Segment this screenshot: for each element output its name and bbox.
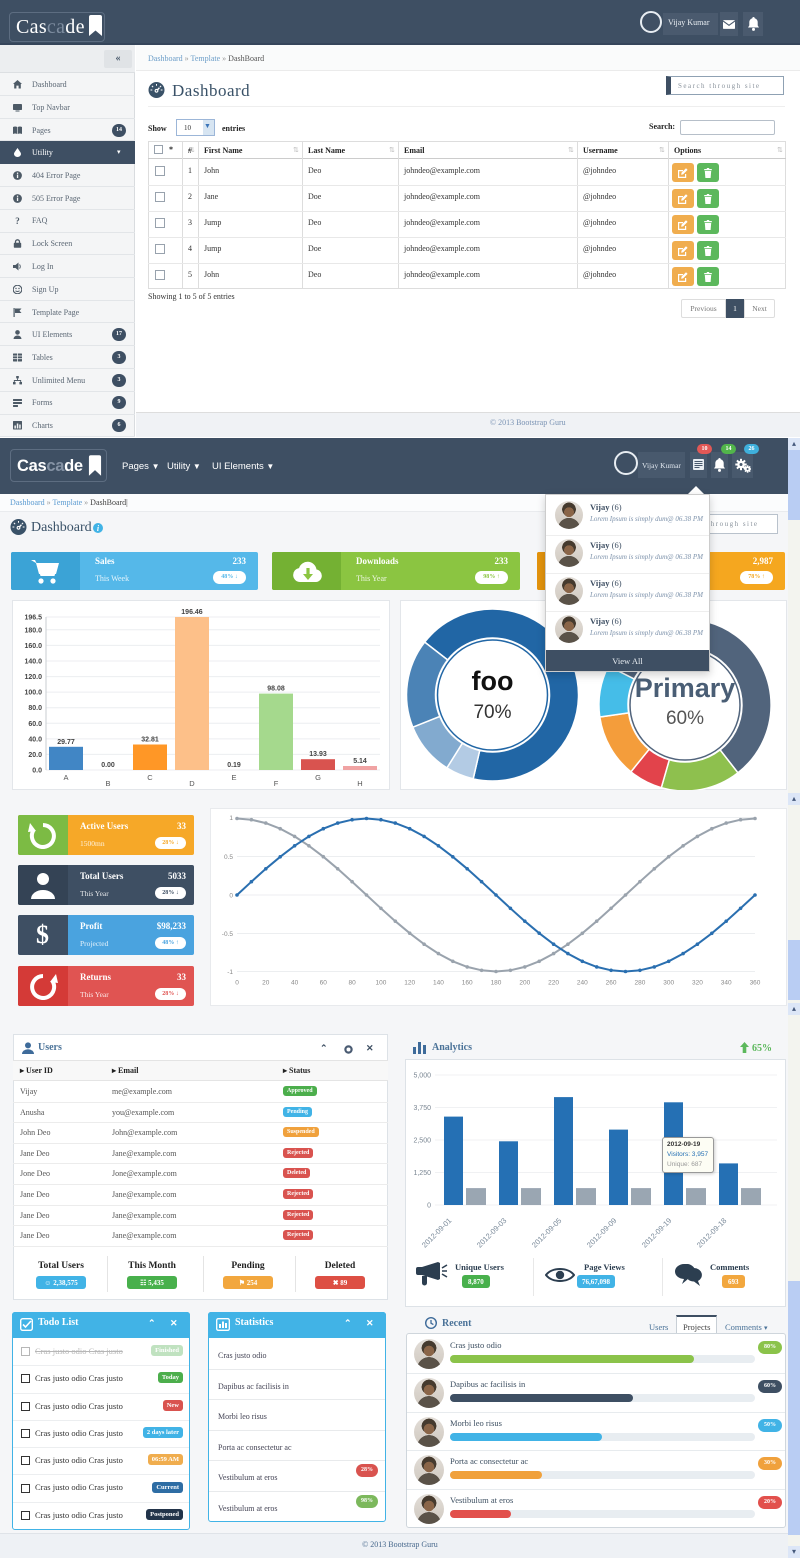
svg-text:D: D	[189, 779, 195, 788]
svg-text:240: 240	[577, 980, 588, 987]
svg-text:340: 340	[721, 980, 732, 987]
svg-text:220: 220	[548, 980, 559, 987]
svg-text:20: 20	[262, 980, 270, 987]
svg-text:196.5: 196.5	[24, 615, 42, 622]
svg-text:160.0: 160.0	[24, 643, 42, 650]
svg-text:40.0: 40.0	[28, 736, 42, 743]
svg-text:2,500: 2,500	[413, 1138, 431, 1145]
svg-text:100.0: 100.0	[24, 690, 42, 697]
svg-text:3,750: 3,750	[413, 1105, 431, 1112]
svg-text:B: B	[105, 779, 110, 788]
svg-text:2012-09-03: 2012-09-03	[475, 1216, 508, 1249]
svg-text:2012-09-09: 2012-09-09	[585, 1216, 618, 1249]
svg-text:-1: -1	[227, 969, 233, 976]
svg-text:2012-09-01: 2012-09-01	[420, 1216, 453, 1249]
svg-text:foo: foo	[472, 666, 514, 696]
svg-text:29.77: 29.77	[57, 739, 75, 746]
svg-text:140: 140	[433, 980, 444, 987]
svg-text:H: H	[357, 779, 362, 788]
svg-text:180.0: 180.0	[24, 627, 42, 634]
svg-text:A: A	[63, 773, 68, 782]
svg-text:70%: 70%	[473, 702, 511, 723]
svg-text:2012-09-05: 2012-09-05	[530, 1216, 563, 1249]
svg-text:0: 0	[229, 893, 233, 900]
svg-text:98.08: 98.08	[267, 686, 285, 693]
svg-text:60: 60	[320, 980, 328, 987]
svg-text:180: 180	[491, 980, 502, 987]
svg-text:120: 120	[404, 980, 415, 987]
svg-text:2012-09-19: 2012-09-19	[640, 1216, 673, 1249]
svg-text:1,250: 1,250	[413, 1170, 431, 1177]
svg-text:2012-09-18: 2012-09-18	[695, 1216, 728, 1249]
svg-text:Primary: Primary	[635, 673, 736, 703]
svg-text:160: 160	[462, 980, 473, 987]
svg-text:-0.5: -0.5	[222, 931, 234, 938]
svg-text:280: 280	[634, 980, 645, 987]
svg-text:20.0: 20.0	[28, 752, 42, 759]
svg-text:320: 320	[692, 980, 703, 987]
svg-text:40: 40	[291, 980, 299, 987]
svg-text:60.0: 60.0	[28, 721, 42, 728]
svg-text:120.0: 120.0	[24, 674, 42, 681]
svg-text:0: 0	[427, 1203, 431, 1210]
svg-text:0.0: 0.0	[32, 768, 42, 775]
svg-text:200: 200	[519, 980, 530, 987]
svg-text:G: G	[315, 773, 321, 782]
svg-text:0.19: 0.19	[227, 762, 241, 769]
svg-text:5.14: 5.14	[353, 758, 367, 765]
svg-text:60%: 60%	[666, 708, 704, 729]
svg-text:100: 100	[375, 980, 386, 987]
svg-text:1: 1	[229, 815, 233, 822]
svg-text:80.0: 80.0	[28, 705, 42, 712]
svg-text:196.46: 196.46	[181, 609, 203, 616]
svg-text:0.5: 0.5	[224, 854, 233, 861]
svg-text:F: F	[274, 779, 279, 788]
svg-text:140.0: 140.0	[24, 659, 42, 666]
svg-text:5,000: 5,000	[413, 1073, 431, 1080]
svg-text:0: 0	[235, 980, 239, 987]
svg-text:C: C	[147, 773, 153, 782]
svg-text:?: ?	[15, 216, 20, 225]
svg-text:13.93: 13.93	[309, 751, 327, 758]
svg-text:300: 300	[663, 980, 674, 987]
svg-text:80: 80	[348, 980, 356, 987]
svg-text:260: 260	[606, 980, 617, 987]
svg-text:360: 360	[750, 980, 761, 987]
svg-text:32.81: 32.81	[141, 737, 159, 744]
svg-text:E: E	[231, 773, 236, 782]
svg-text:0.00: 0.00	[101, 762, 115, 769]
